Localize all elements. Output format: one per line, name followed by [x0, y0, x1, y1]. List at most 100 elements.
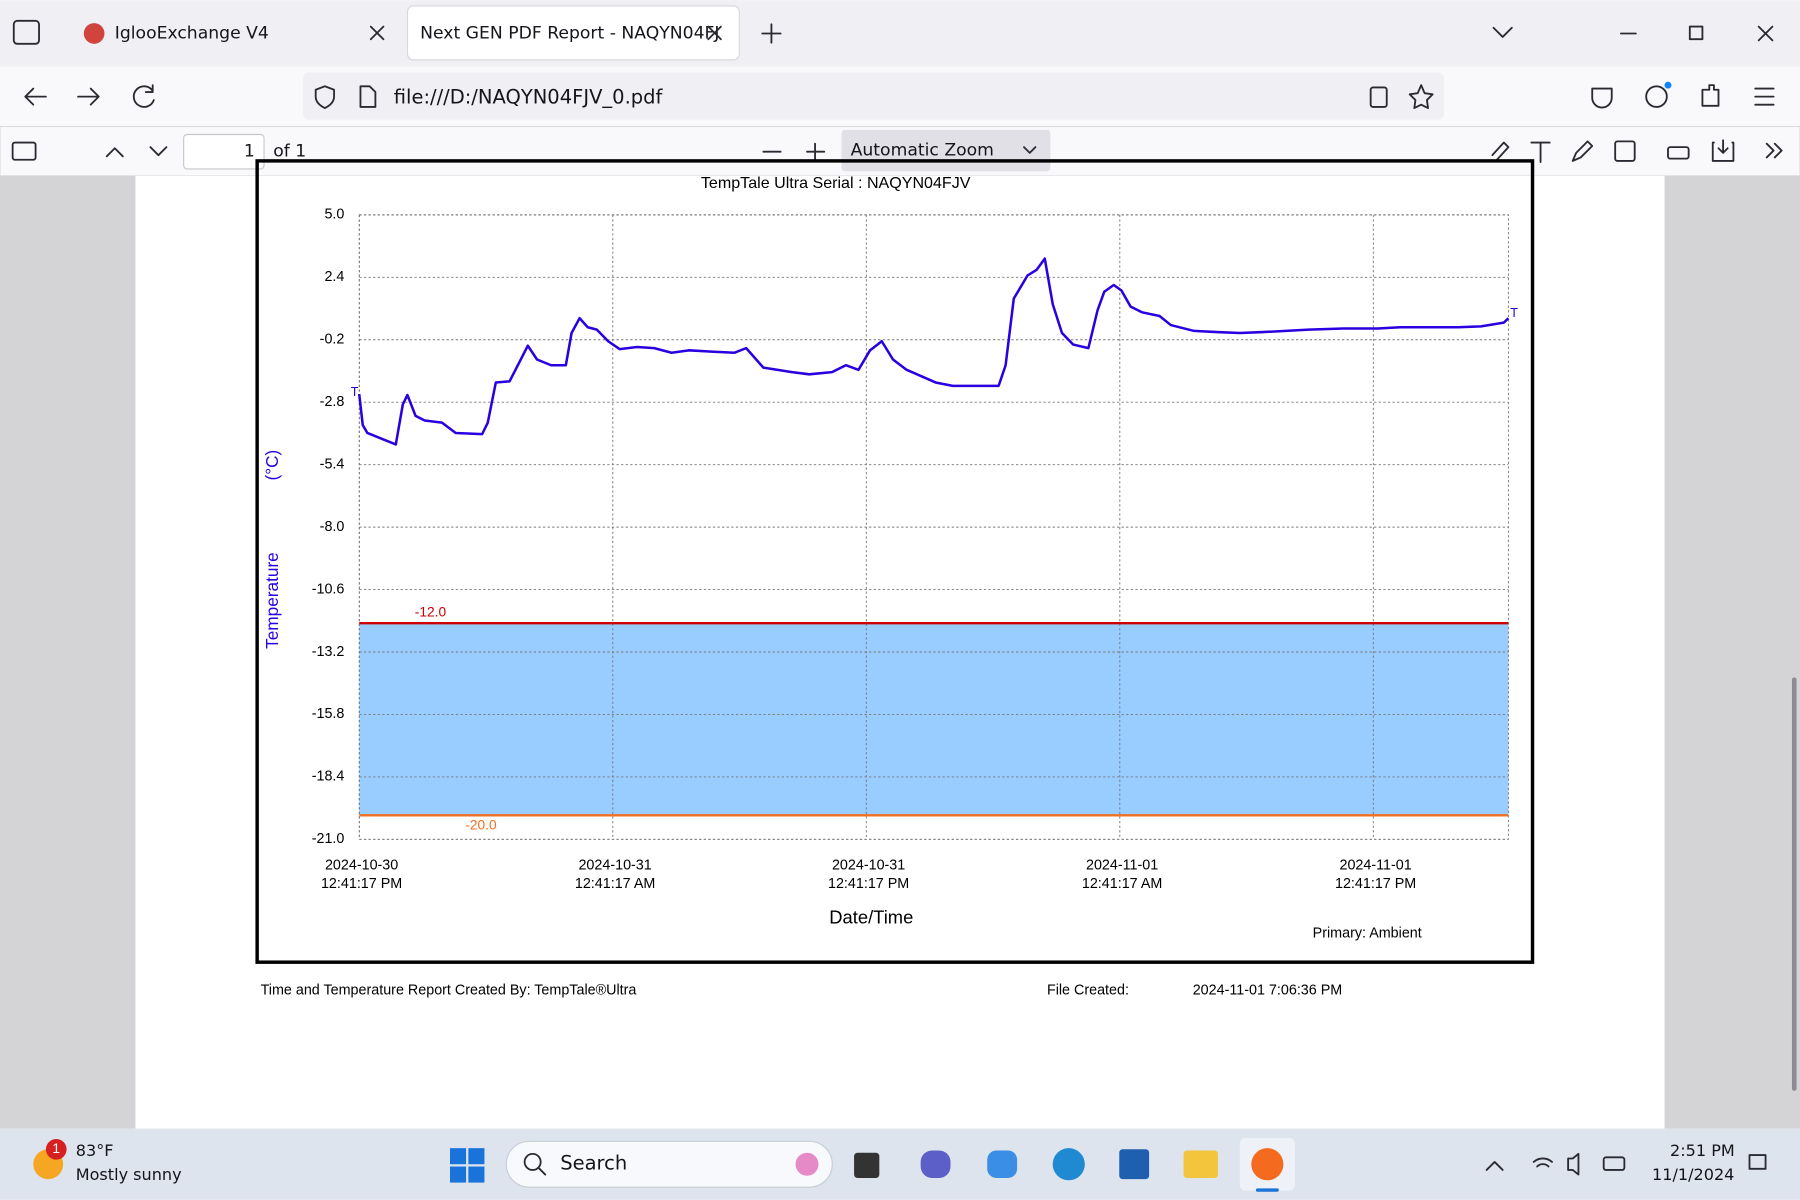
more-tools[interactable]	[1765, 142, 1783, 159]
firefox-app[interactable]	[1251, 1148, 1284, 1181]
tab-title: IglooExchange V4	[115, 23, 269, 43]
y-axis-label: Temperature	[262, 552, 282, 649]
clock-date: 11/1/2024	[1652, 1165, 1734, 1184]
x-tick-label: 2024-10-31	[578, 858, 651, 874]
new-tab[interactable]	[761, 23, 782, 44]
tray-overflow[interactable]	[1485, 1161, 1504, 1171]
account[interactable]	[1645, 85, 1668, 108]
tab-list-button[interactable]	[12, 19, 40, 45]
draw-tool[interactable]	[1571, 140, 1594, 162]
y-axis-unit: (°C)	[262, 450, 282, 481]
y-tick-label: -10.6	[312, 581, 345, 597]
notifications[interactable]	[1748, 1154, 1767, 1170]
weather-temp: 83°F	[76, 1141, 114, 1160]
weather-badge-bg	[45, 1138, 67, 1160]
report-created-by: Time and Temperature Report Created By: …	[261, 983, 637, 999]
active-indicator	[1255, 1188, 1279, 1192]
copilot-app[interactable]	[987, 1150, 1018, 1178]
chart-title: TempTale Ultra Serial : NAQYN04FJV	[701, 174, 971, 192]
tab-icon	[83, 23, 105, 44]
page-count: of 1	[273, 142, 306, 162]
scrollbar[interactable]	[1791, 677, 1797, 1091]
search-highlight	[795, 1152, 819, 1176]
shield-icon[interactable]	[314, 85, 335, 110]
page-number: 1	[244, 142, 255, 162]
y-tick-label: 5.0	[324, 207, 344, 223]
search-text: Search	[560, 1152, 627, 1175]
data-line	[357, 257, 1510, 446]
back[interactable]	[24, 87, 47, 106]
reload[interactable]	[132, 84, 155, 108]
x-tick-label: 2024-11-01	[1339, 858, 1411, 874]
tab[interactable]	[68, 7, 400, 60]
search-icon-handle	[537, 1166, 547, 1176]
sidebar-toggle[interactable]	[11, 141, 37, 161]
reader-view[interactable]	[1369, 86, 1388, 108]
y-tick-label: -5.4	[320, 456, 345, 472]
active-tab[interactable]	[406, 5, 740, 61]
restore[interactable]	[1688, 25, 1704, 41]
chart-frame	[255, 159, 1535, 964]
forward[interactable]	[77, 87, 100, 106]
tab-title: Next GEN PDF Report - NAQYN04FJ	[420, 23, 719, 43]
plot-border	[358, 214, 1509, 840]
account-dot	[1664, 81, 1672, 89]
limit-label: -12.0	[415, 604, 447, 619]
x-tick-label: 12:41:17 AM	[1082, 876, 1162, 892]
url-bar[interactable]	[303, 72, 1445, 120]
page-icon	[359, 85, 377, 108]
y-tick-label: -18.4	[312, 769, 345, 785]
pocket[interactable]	[1591, 87, 1613, 109]
close-window[interactable]	[1757, 25, 1774, 42]
bookmark[interactable]	[1408, 84, 1434, 110]
search-box[interactable]	[505, 1140, 833, 1188]
file-created-label: File Created:	[1047, 983, 1129, 999]
search-icon	[523, 1152, 542, 1171]
limit-label: -20.0	[465, 817, 497, 832]
limit-band	[359, 623, 1509, 816]
battery[interactable]	[1602, 1156, 1626, 1171]
edge-app[interactable]	[1052, 1148, 1085, 1181]
x-tick-label: 12:41:17 PM	[828, 876, 909, 892]
extensions[interactable]	[1701, 84, 1720, 107]
tab-close[interactable]	[707, 25, 722, 41]
start-marker: T	[351, 385, 359, 399]
legend-entry: Primary: Ambient	[1313, 925, 1422, 941]
prev-page[interactable]	[105, 147, 124, 158]
weather-text: Mostly sunny	[76, 1165, 182, 1184]
clock-time: 2:51 PM	[1670, 1141, 1735, 1160]
zoom-value: Automatic Zoom	[851, 141, 994, 161]
x-tick-label: 2024-10-31	[832, 858, 905, 874]
x-tick-label: 12:41:17 PM	[321, 876, 402, 892]
start-button[interactable]	[450, 1148, 485, 1183]
x-tick-label: 2024-10-30	[325, 858, 398, 874]
store-app[interactable]	[1119, 1149, 1150, 1180]
teams-app[interactable]	[920, 1150, 951, 1178]
tab-overflow[interactable]	[1492, 26, 1513, 38]
weather-badge: 1	[52, 1141, 60, 1156]
print[interactable]	[1667, 146, 1690, 160]
chart: TempTale Ultra Serial : NAQYN04FJV 5.0 2.4…	[262, 174, 1519, 941]
tab-close[interactable]	[369, 25, 385, 41]
image-tool[interactable]	[1614, 140, 1636, 162]
volume[interactable]	[1567, 1152, 1580, 1176]
explorer-app[interactable]	[1183, 1150, 1218, 1178]
y-tick-label: -2.8	[320, 394, 345, 410]
next-page[interactable]	[149, 146, 168, 157]
save[interactable]	[1711, 139, 1735, 162]
x-axis-label: Date/Time	[829, 906, 913, 927]
y-tick-label: -8.0	[320, 519, 345, 535]
y-tick-label: -21.0	[312, 831, 345, 847]
y-tick-label: -13.2	[312, 644, 345, 660]
task-view[interactable]	[854, 1152, 880, 1178]
menu[interactable]	[1754, 87, 1775, 106]
page-input[interactable]	[183, 133, 265, 170]
text-tool[interactable]	[1530, 141, 1551, 163]
wifi[interactable]	[1532, 1157, 1553, 1168]
y-tick-label: -0.2	[320, 332, 345, 348]
x-tick-label: 12:41:17 AM	[575, 876, 655, 892]
zoom-in[interactable]	[806, 142, 826, 162]
y-tick-label: -15.8	[312, 706, 345, 722]
